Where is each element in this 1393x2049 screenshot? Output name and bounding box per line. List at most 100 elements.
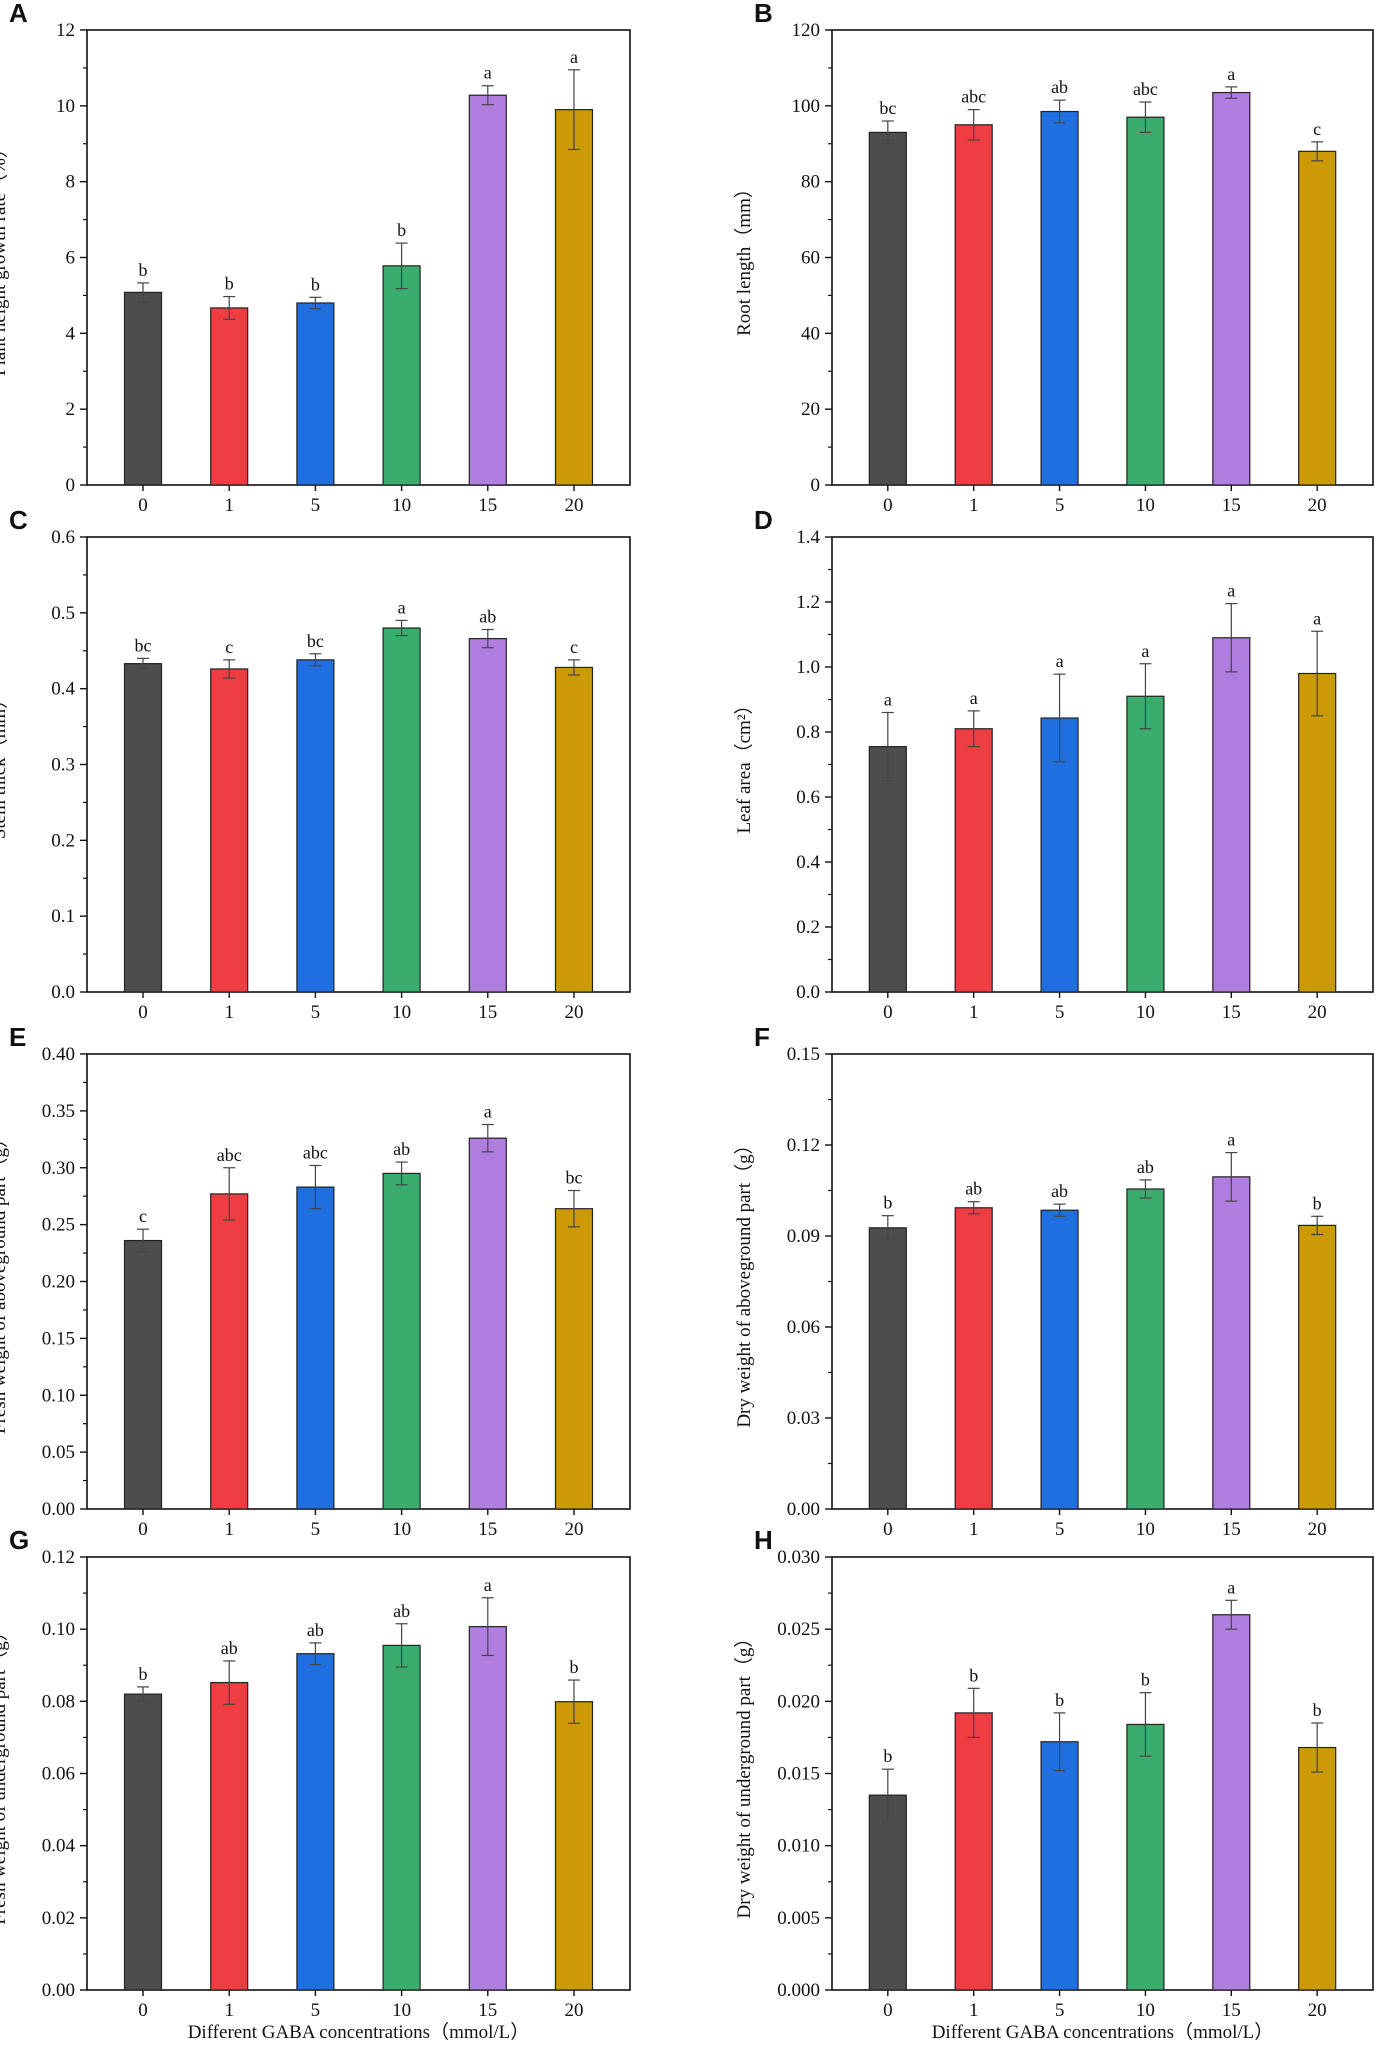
y-axis-label: Plant height growth rate（%）	[0, 139, 10, 376]
panel-letter: H	[754, 1525, 773, 1555]
bar	[296, 659, 335, 993]
y-tick-label: 0.35	[42, 1101, 75, 1122]
plot-frame	[831, 1053, 1374, 1510]
x-tick-label: 10	[392, 1002, 411, 1023]
significance-label: bc	[879, 98, 896, 118]
y-tick-label: 120	[792, 20, 821, 41]
bar	[868, 1227, 907, 1510]
x-tick-label: 15	[1222, 1519, 1241, 1540]
y-tick-label: 0	[811, 475, 821, 496]
bar	[1212, 91, 1251, 486]
y-tick-label: 0.06	[42, 1764, 75, 1785]
x-tick-label: 10	[392, 2000, 411, 2021]
significance-label: b	[569, 1657, 578, 1677]
panel-letter: D	[754, 505, 773, 535]
y-tick-label: 0.00	[42, 1499, 75, 1520]
x-tick-label: 10	[1136, 2000, 1155, 2021]
bar	[868, 131, 907, 486]
x-tick-label: 0	[883, 1002, 893, 1023]
significance-label: ab	[1137, 1157, 1154, 1177]
bar	[1212, 637, 1251, 993]
x-tick-label: 1	[969, 2000, 979, 2021]
significance-label: ab	[965, 1179, 982, 1199]
y-axis-label: Leaf area（cm²）	[733, 695, 755, 833]
x-tick-label: 1	[969, 1002, 979, 1023]
y-tick-label: 0.010	[777, 1836, 820, 1857]
significance-label: a	[1056, 651, 1064, 671]
y-tick-label: 0.08	[42, 1691, 75, 1712]
bar	[468, 1626, 507, 1991]
x-tick-label: 20	[564, 2000, 583, 2021]
y-tick-label: 10	[56, 96, 75, 117]
significance-label: a	[1227, 1130, 1235, 1150]
x-tick-label: 10	[1136, 1002, 1155, 1023]
x-tick-label: 15	[478, 1519, 497, 1540]
significance-label: a	[884, 690, 892, 710]
chart-panel-h: H 0.000 0.005 0.010 0.015 0.020 0.025 0.030 Dry …	[733, 1525, 1374, 2043]
y-tick-label: 0.15	[42, 1328, 75, 1349]
significance-label: ab	[479, 607, 496, 627]
significance-label: a	[398, 597, 406, 617]
significance-label: b	[883, 1193, 892, 1213]
y-tick-label: 0.05	[42, 1442, 75, 1463]
y-tick-label: 1.0	[796, 657, 820, 678]
significance-label: c	[1313, 119, 1321, 139]
bar	[1040, 1741, 1079, 1991]
x-tick-label: 15	[478, 2000, 497, 2021]
bar	[468, 94, 507, 486]
y-tick-label: 0.030	[777, 1547, 820, 1568]
significance-label: a	[1313, 608, 1321, 628]
y-tick-label: 0.005	[777, 1908, 820, 1929]
bar	[296, 1653, 335, 1991]
y-tick-label: 40	[801, 323, 820, 344]
x-tick-label: 10	[392, 1519, 411, 1540]
x-tick-label: 20	[564, 1002, 583, 1023]
bar	[123, 1239, 163, 1510]
significance-label: b	[311, 274, 320, 294]
significance-label: a	[1227, 64, 1235, 84]
y-tick-label: 0.1	[51, 906, 75, 927]
y-tick-label: 0.020	[777, 1691, 820, 1712]
x-axis-label: Different GABA concentrations（mmol/L）	[188, 2021, 530, 2043]
chart-panel-a: A 0 2 4 6 8 10 12 Plant height growth rate（%） b 0 b…	[0, 0, 631, 516]
bar	[1298, 1746, 1337, 1991]
x-tick-label: 1	[224, 495, 234, 516]
bar	[954, 1712, 993, 1991]
bar	[468, 1137, 507, 1510]
significance-label: a	[1227, 581, 1235, 601]
bar	[296, 1186, 335, 1510]
plot-frame	[86, 1556, 631, 1991]
x-tick-label: 5	[1055, 2000, 1065, 2021]
bar	[868, 746, 907, 993]
x-tick-label: 20	[1308, 1002, 1327, 1023]
significance-label: bc	[135, 635, 152, 655]
bar	[954, 1207, 993, 1510]
x-tick-label: 5	[1055, 1519, 1065, 1540]
significance-label: abc	[961, 87, 986, 107]
bar	[1126, 1723, 1165, 1991]
bar	[296, 302, 335, 486]
x-tick-label: 0	[138, 1519, 148, 1540]
x-tick-label: 15	[1222, 1002, 1241, 1023]
y-axis-label: Stem thick（mm）	[0, 690, 10, 839]
x-tick-label: 1	[969, 1519, 979, 1540]
significance-label: abc	[1133, 79, 1158, 99]
bar	[1212, 1614, 1251, 1991]
y-tick-label: 0.12	[787, 1135, 820, 1156]
y-tick-label: 0.25	[42, 1215, 75, 1236]
bar	[210, 307, 249, 486]
x-tick-label: 15	[1222, 495, 1241, 516]
y-tick-label: 0.09	[787, 1226, 820, 1247]
y-tick-label: 0.10	[42, 1619, 75, 1640]
significance-label: ab	[1051, 1181, 1068, 1201]
y-axis-label: Fresh weight of underground part（g）	[0, 1622, 10, 1925]
y-tick-label: 0.2	[796, 917, 820, 938]
x-tick-label: 0	[883, 2000, 893, 2021]
y-tick-label: 0.2	[51, 830, 75, 851]
bar	[210, 668, 249, 993]
bar	[1298, 672, 1337, 993]
y-tick-label: 0.02	[42, 1908, 75, 1929]
y-tick-label: 0.8	[796, 722, 820, 743]
panel-letter: B	[754, 0, 773, 28]
